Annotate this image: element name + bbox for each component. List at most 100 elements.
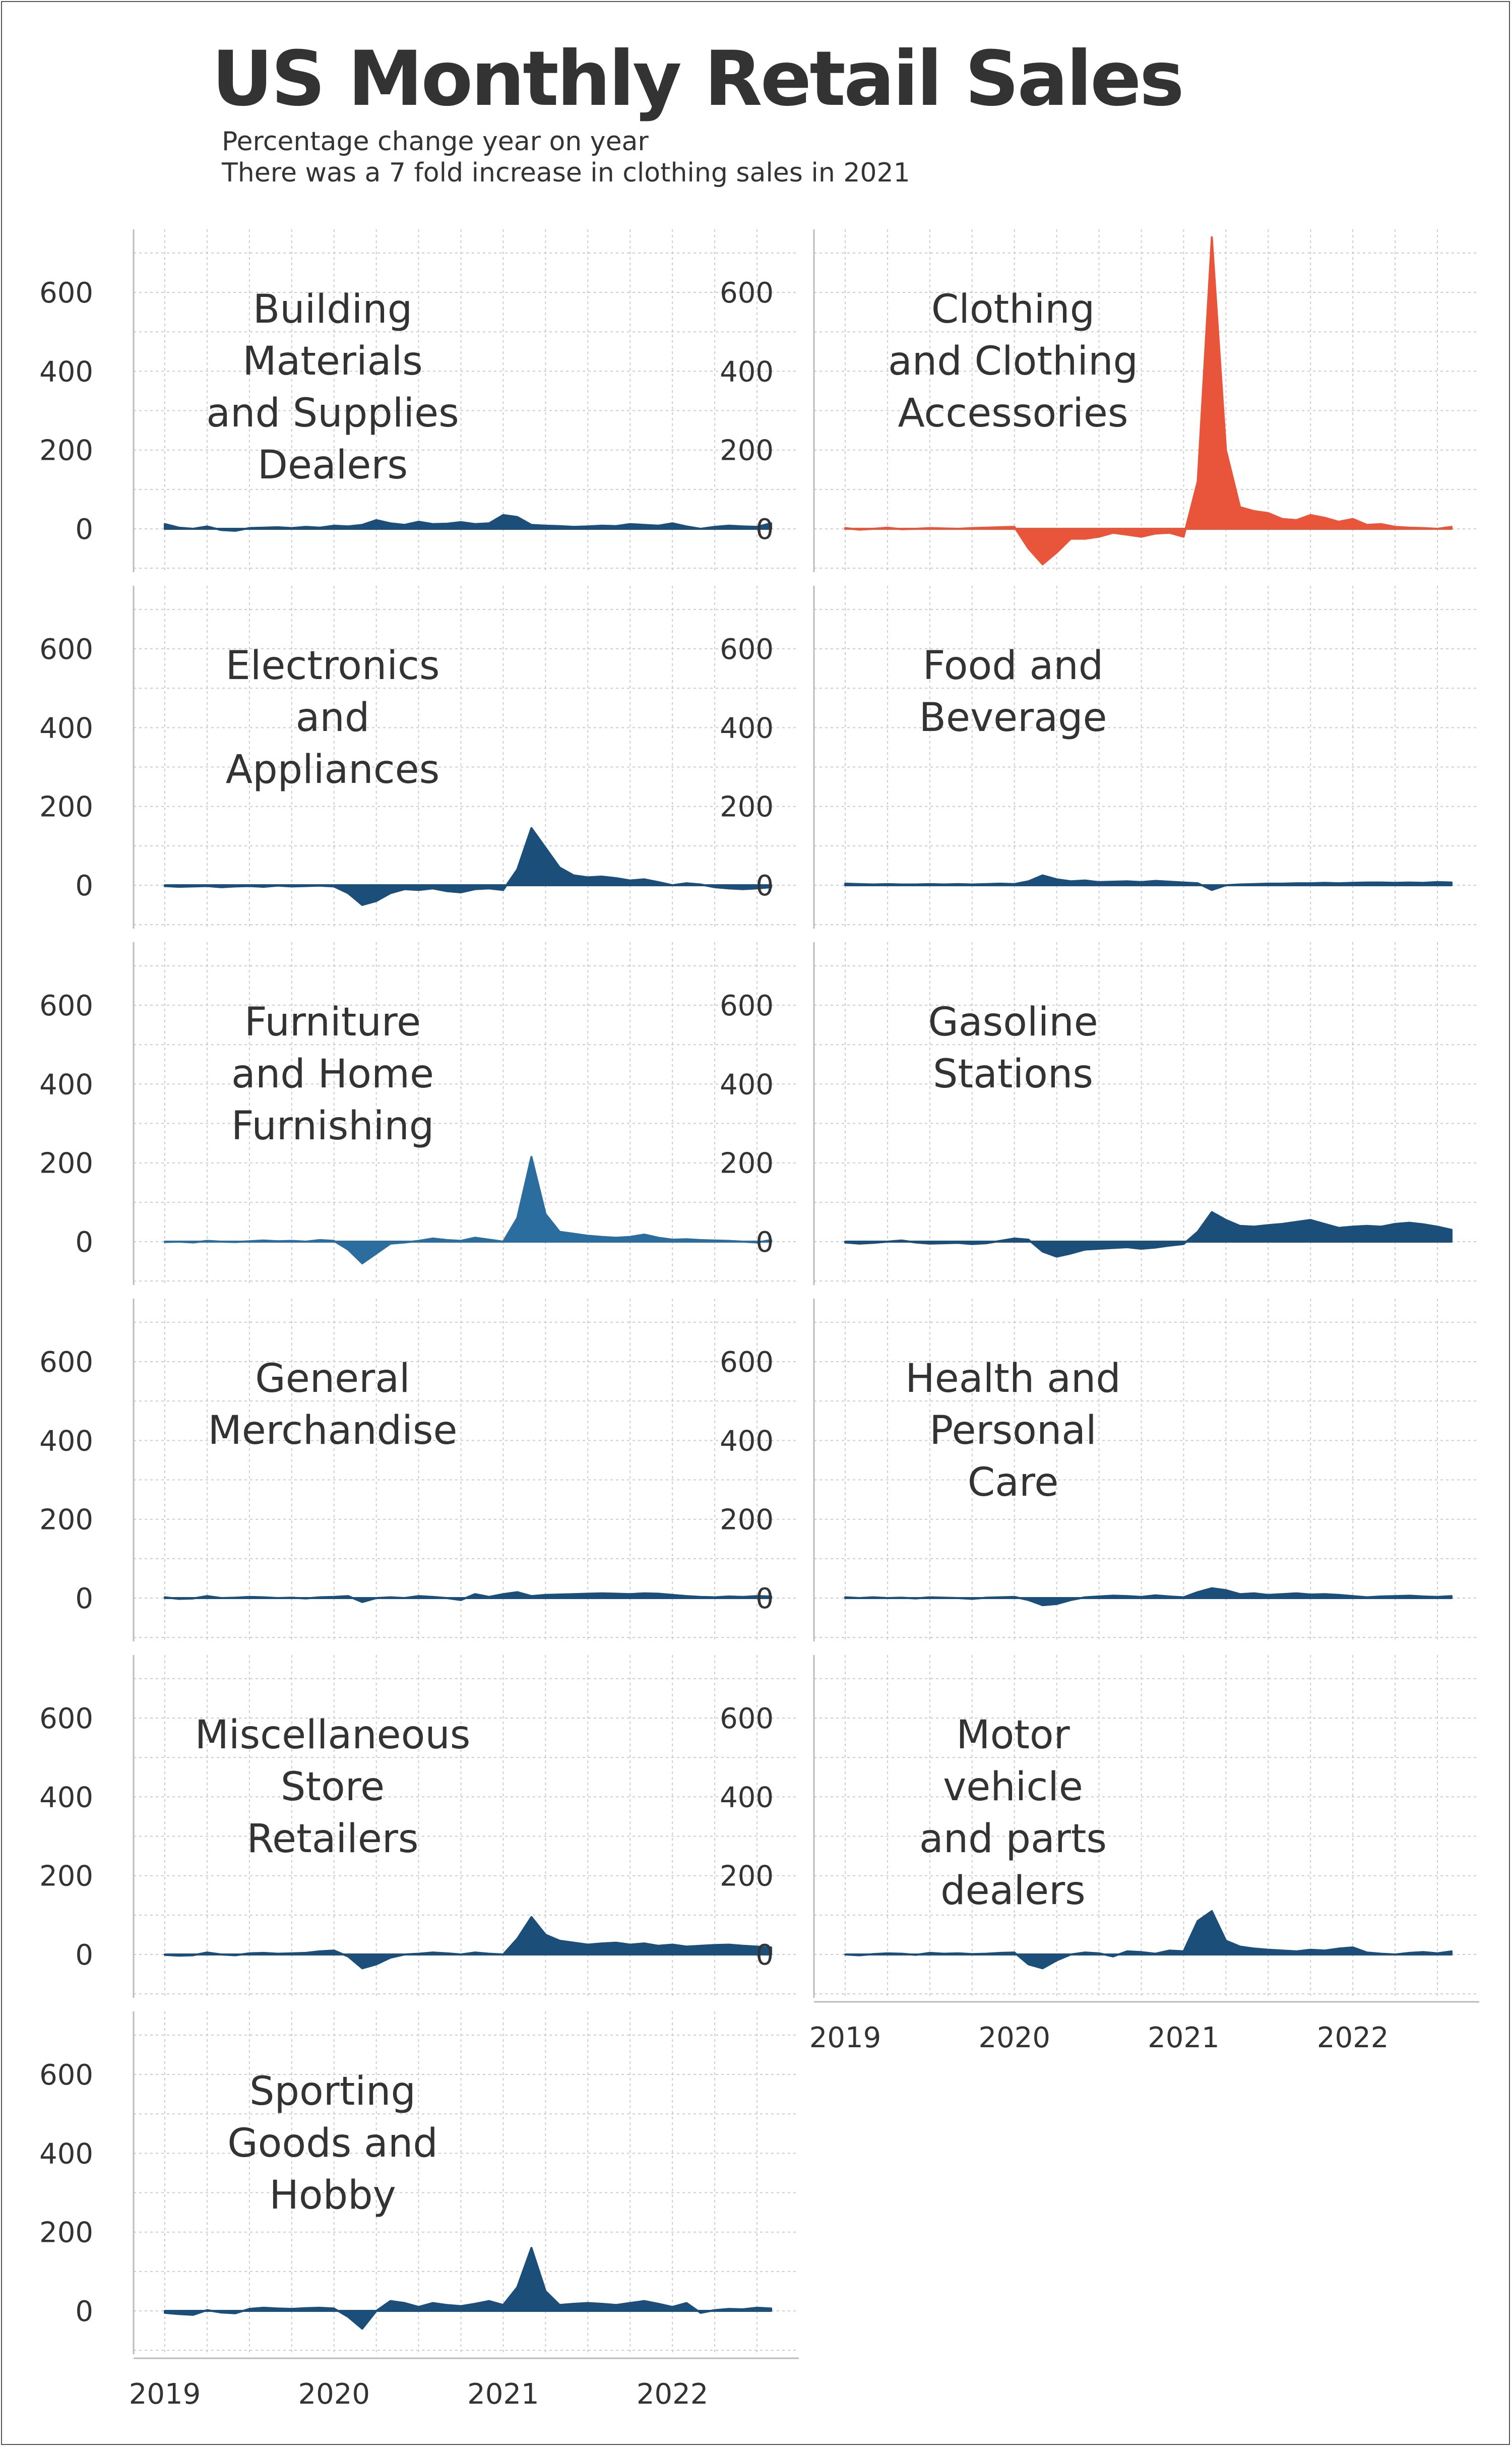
series-label: Furniture and Home Furnishing — [231, 1000, 434, 1149]
series-label-line: and parts — [919, 1816, 1107, 1862]
x-tick-label: 2022 — [637, 2378, 709, 2411]
series-area — [164, 1916, 772, 1970]
y-tick-label: 400 — [39, 355, 93, 388]
y-tick-label: 0 — [75, 870, 93, 902]
series-label-line: Beverage — [919, 695, 1107, 741]
y-tick-label: 0 — [755, 1226, 774, 1259]
x-tick-label: 2019 — [809, 2022, 881, 2054]
y-tick-label: 400 — [720, 1425, 774, 1457]
series-label-line: Electronics — [225, 643, 439, 689]
series-label-line: and Clothing — [888, 339, 1138, 384]
y-tick-label: 400 — [720, 1781, 774, 1814]
y-tick-label: 600 — [39, 1346, 93, 1379]
y-tick-label: 400 — [720, 1068, 774, 1101]
series-label: Building Materials and Supplies Dealers — [206, 287, 459, 488]
x-tick-label: 2021 — [1148, 2022, 1220, 2054]
series-label-line: and — [296, 695, 370, 741]
series-area — [844, 1587, 1453, 1607]
series-label-line: Food and — [923, 643, 1104, 689]
series-label-line: Sporting — [249, 2069, 416, 2114]
y-tick-label: 600 — [720, 1346, 774, 1379]
series-label-line: General — [255, 1356, 410, 1401]
y-tick-label: 200 — [720, 1147, 774, 1180]
series-label-line: Stations — [933, 1052, 1093, 1097]
series-label: Sporting Goods and Hobby — [227, 2069, 438, 2218]
y-tick-label: 400 — [720, 355, 774, 388]
series-area — [164, 1591, 772, 1603]
x-tick-label: 2020 — [978, 2022, 1050, 2054]
panel-8: 0 200 400 600 Health and Personal Care — [720, 1299, 1479, 1641]
y-tick-label: 400 — [720, 712, 774, 745]
x-tick-label: 2020 — [298, 2378, 370, 2411]
y-tick-label: 0 — [755, 1582, 774, 1615]
y-tick-label: 0 — [75, 1582, 93, 1615]
series-label-line: dealers — [940, 1868, 1086, 1914]
series-area — [844, 1211, 1453, 1258]
series-label: Miscellaneous Store Retailers — [195, 1712, 471, 1862]
y-tick-label: 600 — [39, 2059, 93, 2092]
series-area — [164, 2247, 772, 2330]
y-tick-label: 200 — [39, 435, 93, 467]
y-tick-label: 200 — [39, 2217, 93, 2249]
series-label-line: Furnishing — [231, 1104, 434, 1149]
series-label-line: Gasoline — [928, 1000, 1098, 1045]
series-area — [164, 514, 772, 532]
panel-5: 0 200 400 600 Furniture and Home Furnishing — [39, 942, 799, 1285]
series-label-line: Clothing — [931, 287, 1095, 332]
y-tick-label: 400 — [39, 2137, 93, 2170]
y-tick-label: 200 — [720, 1504, 774, 1537]
x-tick-label: 2019 — [129, 2378, 201, 2411]
panel-1: 0 200 400 600 Building Materials and Supplies D… — [39, 229, 799, 572]
y-tick-label: 0 — [75, 1226, 93, 1259]
panel-9: 0 200 400 600 Miscellaneous Store Retailers — [39, 1655, 799, 1998]
y-tick-label: 600 — [39, 633, 93, 666]
subtitle-line-2: There was a 7 fold increase in clothing … — [222, 158, 910, 188]
x-tick-label: 2022 — [1317, 2022, 1389, 2054]
panel-3: 0 200 400 600 Electronics and Appliances — [39, 586, 799, 929]
panel-11: 0 200 400 600 Sporting Goods and Hobby 2019 2020… — [39, 2011, 799, 2411]
series-label: Health and Personal Care — [905, 1356, 1121, 1505]
y-tick-label: 200 — [39, 1147, 93, 1180]
panel-10: 0 200 400 600 Motor vehicle and parts dealers 20… — [720, 1655, 1479, 2054]
y-tick-label: 200 — [720, 1860, 774, 1893]
series-label: Clothing and Clothing Accessories — [888, 287, 1138, 436]
y-tick-label: 200 — [39, 1860, 93, 1893]
series-label-line: Appliances — [226, 747, 439, 792]
y-tick-label: 0 — [755, 513, 774, 546]
series-label-line: Motor — [956, 1712, 1070, 1758]
series-label-line: Accessories — [898, 391, 1128, 436]
y-tick-label: 400 — [39, 1425, 93, 1457]
y-tick-label: 400 — [39, 712, 93, 745]
series-label-line: Miscellaneous — [195, 1712, 471, 1758]
series-label-line: Goods and — [227, 2121, 438, 2166]
y-tick-label: 600 — [720, 633, 774, 666]
y-tick-label: 200 — [720, 791, 774, 824]
y-tick-label: 200 — [39, 791, 93, 824]
y-tick-label: 0 — [75, 1939, 93, 1972]
series-area — [844, 236, 1453, 566]
y-tick-label: 400 — [39, 1068, 93, 1101]
y-tick-label: 0 — [755, 1939, 774, 1972]
series-label-line: Dealers — [258, 443, 408, 488]
series-label-line: Hobby — [269, 2173, 396, 2218]
series-label-line: Merchandise — [208, 1408, 457, 1453]
y-tick-label: 0 — [75, 513, 93, 546]
y-tick-label: 200 — [39, 1504, 93, 1537]
series-label-line: vehicle — [943, 1764, 1083, 1810]
y-tick-label: 400 — [39, 1781, 93, 1814]
series-area — [844, 874, 1453, 891]
panel-2: 0 200 400 600 Clothing and Clothing Accessorie… — [720, 229, 1479, 572]
series-label: Motor vehicle and parts dealers — [919, 1712, 1107, 1914]
x-tick-label: 2021 — [467, 2378, 539, 2411]
y-tick-label: 600 — [720, 1702, 774, 1735]
series-area — [844, 1910, 1453, 1970]
subtitle-line-1: Percentage change year on year — [222, 127, 649, 157]
series-label: General Merchandise — [208, 1356, 457, 1453]
y-tick-label: 600 — [720, 277, 774, 310]
series-label-line: and Home — [231, 1052, 434, 1097]
series-label-line: Personal — [929, 1408, 1097, 1453]
y-tick-label: 600 — [720, 990, 774, 1022]
y-tick-label: 600 — [39, 990, 93, 1022]
